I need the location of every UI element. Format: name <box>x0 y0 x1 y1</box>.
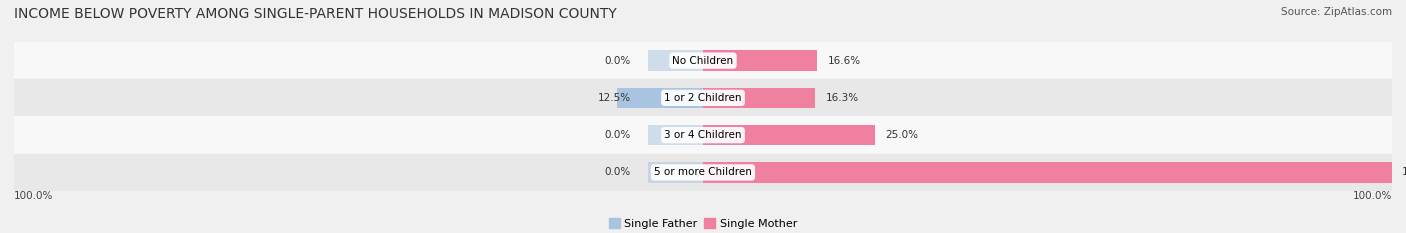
Text: 100.0%: 100.0% <box>1353 191 1392 201</box>
Bar <box>14 42 1392 79</box>
Text: INCOME BELOW POVERTY AMONG SINGLE-PARENT HOUSEHOLDS IN MADISON COUNTY: INCOME BELOW POVERTY AMONG SINGLE-PARENT… <box>14 7 617 21</box>
Bar <box>14 116 1392 154</box>
Bar <box>703 162 1392 183</box>
Bar <box>703 50 817 71</box>
Text: 100.0%: 100.0% <box>14 191 53 201</box>
Text: 3 or 4 Children: 3 or 4 Children <box>664 130 742 140</box>
Text: 25.0%: 25.0% <box>886 130 918 140</box>
Bar <box>617 88 703 108</box>
Bar <box>703 125 875 145</box>
Text: Source: ZipAtlas.com: Source: ZipAtlas.com <box>1281 7 1392 17</box>
Bar <box>14 79 1392 116</box>
Bar <box>648 162 703 183</box>
Text: 1 or 2 Children: 1 or 2 Children <box>664 93 742 103</box>
Text: No Children: No Children <box>672 56 734 65</box>
Bar <box>14 154 1392 191</box>
Text: 0.0%: 0.0% <box>605 130 631 140</box>
Text: 16.6%: 16.6% <box>828 56 860 65</box>
Text: 5 or more Children: 5 or more Children <box>654 168 752 177</box>
Bar <box>648 50 703 71</box>
Text: 16.3%: 16.3% <box>825 93 859 103</box>
Bar <box>648 125 703 145</box>
Text: 12.5%: 12.5% <box>598 93 631 103</box>
Text: 0.0%: 0.0% <box>605 168 631 177</box>
Legend: Single Father, Single Mother: Single Father, Single Mother <box>605 214 801 233</box>
Bar <box>703 88 815 108</box>
Text: 100.0%: 100.0% <box>1402 168 1406 177</box>
Text: 0.0%: 0.0% <box>605 56 631 65</box>
